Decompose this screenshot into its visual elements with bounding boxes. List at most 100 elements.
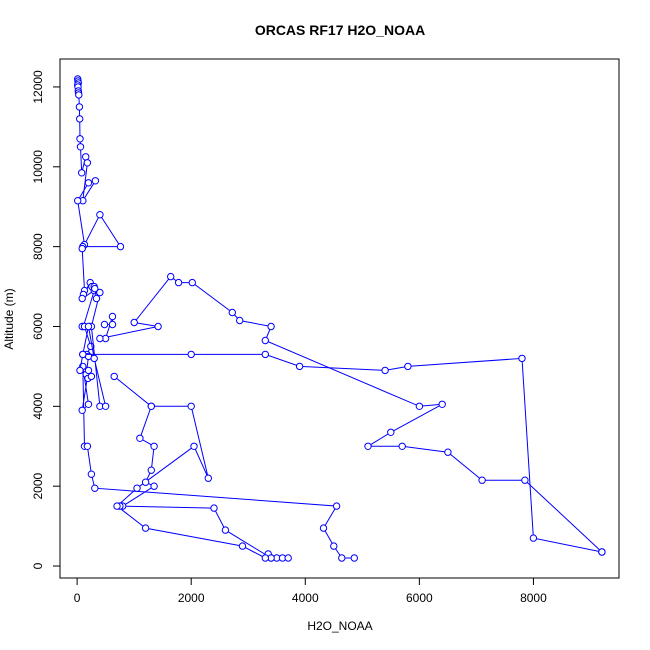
data-point [83,442,92,450]
data-point [76,143,85,151]
data-point [141,478,150,486]
data-point [110,372,118,381]
data-point [136,434,144,442]
data-point [87,372,96,381]
series-line-3 [99,275,603,553]
data-point [187,350,195,359]
data-point [204,474,213,482]
data-point [76,135,84,143]
data-point [75,91,83,99]
y-tick-label: 4000 [31,393,45,420]
data-point [438,400,446,408]
data-point [518,354,526,363]
data-point [261,336,269,345]
data-point [221,526,230,534]
data-point [187,402,195,410]
data-point [598,548,606,556]
data-point [141,524,150,532]
data-point [364,442,372,450]
y-tick-label: 12000 [31,70,45,104]
data-point [261,554,269,562]
data-point [284,554,292,562]
data-point [96,334,104,343]
data-point [267,322,275,331]
data-point [387,428,395,436]
data-point [76,115,84,123]
y-tick-label: 6000 [31,313,45,340]
series-line-1 [77,78,355,559]
x-tick-label: 6000 [406,591,433,605]
x-axis: 0 2000 4000 6000 8000 [74,577,547,605]
data-point [295,362,304,371]
data-point [381,366,389,375]
data-point [90,354,98,363]
data-point [82,153,90,161]
data-point [116,242,125,251]
y-axis: 0 2000 4000 6000 8000 10000 12000 [31,70,61,569]
data-point [150,482,158,490]
data-point [332,502,341,510]
plot-frame [59,58,620,579]
data-point [96,211,104,219]
data-point [444,448,452,456]
data-point [91,484,99,492]
x-tick-label: 0 [74,591,81,605]
data-point [228,308,237,317]
data-point [84,179,93,187]
data-point [147,402,156,410]
data-point [87,470,96,478]
data-point [78,169,86,177]
x-axis-label: H2O_NOAA [307,619,372,633]
data-point [74,197,82,205]
data-point [478,476,486,484]
y-tick-label: 2000 [31,473,45,500]
data-point [238,542,247,550]
data-point [150,442,158,450]
data-point [75,103,84,111]
y-axis-label: Altitude (m) [2,288,16,349]
data-point [174,278,183,287]
data-point [210,504,218,512]
data-point [100,320,109,329]
data-point [154,322,162,331]
data-point [96,288,104,297]
data-point [188,278,197,287]
y-tick-label: 8000 [31,233,45,260]
data-point [190,442,198,450]
data-point [84,366,93,375]
data-point [330,542,338,550]
data-point [130,318,138,327]
data-point [76,366,84,375]
data-point [113,502,121,510]
x-tick-label: 2000 [178,591,205,605]
data-point [84,400,93,408]
data-point [78,406,86,414]
data-point [167,272,175,281]
chart-title: ORCAS RF17 H2O_NOAA [255,22,425,38]
data-point [108,320,117,329]
data-point [91,177,100,185]
data-point [261,350,269,359]
data-point [92,294,101,303]
data-point [79,350,87,359]
series-line-4 [113,376,289,559]
data-point [236,316,244,325]
data-point [101,402,110,410]
y-tick-label: 10000 [31,150,45,184]
data-point [338,554,346,562]
data-point [398,442,406,450]
x-tick-label: 8000 [520,591,547,605]
data-point [319,524,328,532]
data-point [133,484,141,492]
data-point [84,322,93,331]
data-point [529,534,538,542]
data-point [78,294,86,303]
data-point [415,402,424,410]
x-tick-label: 4000 [292,591,319,605]
data-point [108,312,117,321]
data-point [521,476,529,484]
data-point [83,159,92,167]
data-point [147,466,156,474]
data-point [350,554,358,562]
